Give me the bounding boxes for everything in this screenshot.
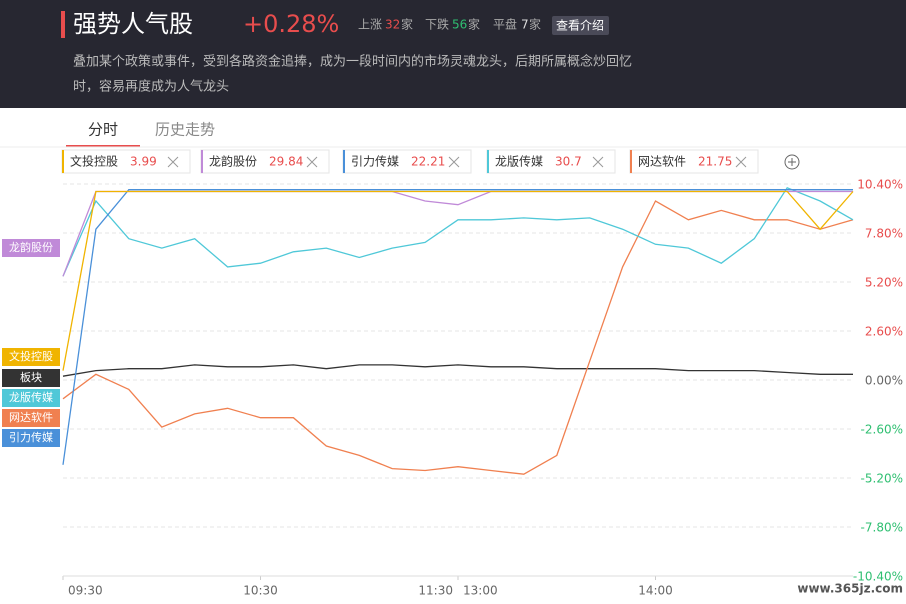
title: 强势人气股	[73, 10, 193, 38]
y-tick-label: -7.80%	[861, 521, 903, 535]
chip-close[interactable]	[167, 156, 179, 168]
series-line	[62, 364, 853, 377]
chip-price: 22.21	[411, 155, 445, 169]
chip-close[interactable]	[448, 156, 460, 168]
stat-unit: 家	[468, 17, 480, 32]
chip-close[interactable]	[735, 156, 747, 168]
stat-count: 7	[521, 18, 529, 32]
chip-name: 文投控股	[70, 154, 118, 169]
title-bar	[61, 11, 65, 38]
y-tick-label: -5.20%	[861, 472, 903, 486]
chip-color	[201, 150, 203, 173]
tab-underline	[66, 145, 140, 147]
chip-close[interactable]	[306, 156, 318, 168]
series-tag-label: 引力传媒	[9, 430, 53, 444]
chip-color	[630, 150, 632, 173]
series-tag	[2, 239, 60, 257]
series-line	[62, 189, 853, 465]
y-tick-label: -2.60%	[861, 423, 903, 437]
chip-color	[343, 150, 345, 173]
x-tick-label: 13:00	[463, 584, 498, 598]
chip-name: 网达软件	[638, 155, 686, 169]
series-line	[62, 200, 854, 475]
add-button[interactable]	[784, 154, 800, 170]
x-tick-label: 10:30	[243, 584, 278, 598]
chip-price: 29.84	[269, 155, 303, 169]
series-line	[62, 190, 854, 371]
series-tag	[2, 389, 60, 407]
chip-price: 30.7	[555, 155, 582, 169]
chip-name: 龙版传媒	[495, 154, 543, 169]
y-tick-label: 7.80%	[865, 227, 903, 241]
tab[interactable]: 历史走势	[155, 121, 215, 139]
series-tag-label: 龙韵股份	[9, 240, 53, 254]
stat-label: 上涨	[358, 17, 382, 32]
x-tick-label: 09:30	[68, 584, 103, 598]
x-tick-label: 14:00	[638, 584, 673, 598]
tab-active[interactable]: 分时	[88, 121, 118, 139]
chip-color	[62, 150, 64, 173]
x-tick-label: 11:30	[418, 584, 453, 598]
stat-unit: 家	[529, 17, 541, 32]
chip-price: 21.75	[698, 155, 732, 169]
series-tag-label: 龙版传媒	[9, 390, 53, 404]
series-tag	[2, 369, 60, 387]
chip-color	[487, 150, 489, 173]
y-tick-label: 5.20%	[865, 276, 903, 290]
stat-label: 下跌	[425, 17, 449, 32]
description: 叠加某个政策或事件，受到各路资金追捧，成为一段时间内的市场灵魂龙头，后期所属概念…	[73, 54, 632, 70]
y-tick-label: 0.00%	[865, 374, 903, 388]
chip-price: 3.99	[130, 155, 157, 169]
chip-name: 引力传媒	[351, 154, 399, 169]
change: +0.28%	[243, 10, 339, 38]
series-tag	[2, 409, 60, 427]
y-tick-label: 10.40%	[857, 178, 903, 192]
series-tag-label: 文投控股	[9, 349, 53, 363]
header-bg	[0, 0, 906, 108]
series-tag-label: 网达软件	[9, 410, 53, 424]
series-tag	[2, 348, 60, 366]
stat-unit: 家	[401, 17, 413, 32]
series-tag-label: 板块	[20, 370, 42, 384]
stat-count: 32	[385, 18, 400, 32]
stat-label: 平盘	[493, 17, 517, 32]
chip-close[interactable]	[592, 156, 604, 168]
series-tag	[2, 429, 60, 447]
series-line	[62, 186, 854, 277]
intro-button-label[interactable]: 查看介绍	[556, 19, 604, 33]
add-icon[interactable]	[788, 158, 796, 166]
watermark: www.365jz.com	[797, 582, 903, 596]
intro-button[interactable]	[552, 16, 609, 35]
series-line	[62, 190, 853, 277]
description: 时，容易再度成为人气龙头	[73, 79, 229, 95]
chip-name: 龙韵股份	[209, 154, 257, 169]
y-tick-label: -10.40%	[853, 570, 903, 584]
stat-count: 56	[452, 18, 467, 32]
y-tick-label: 2.60%	[865, 325, 903, 339]
